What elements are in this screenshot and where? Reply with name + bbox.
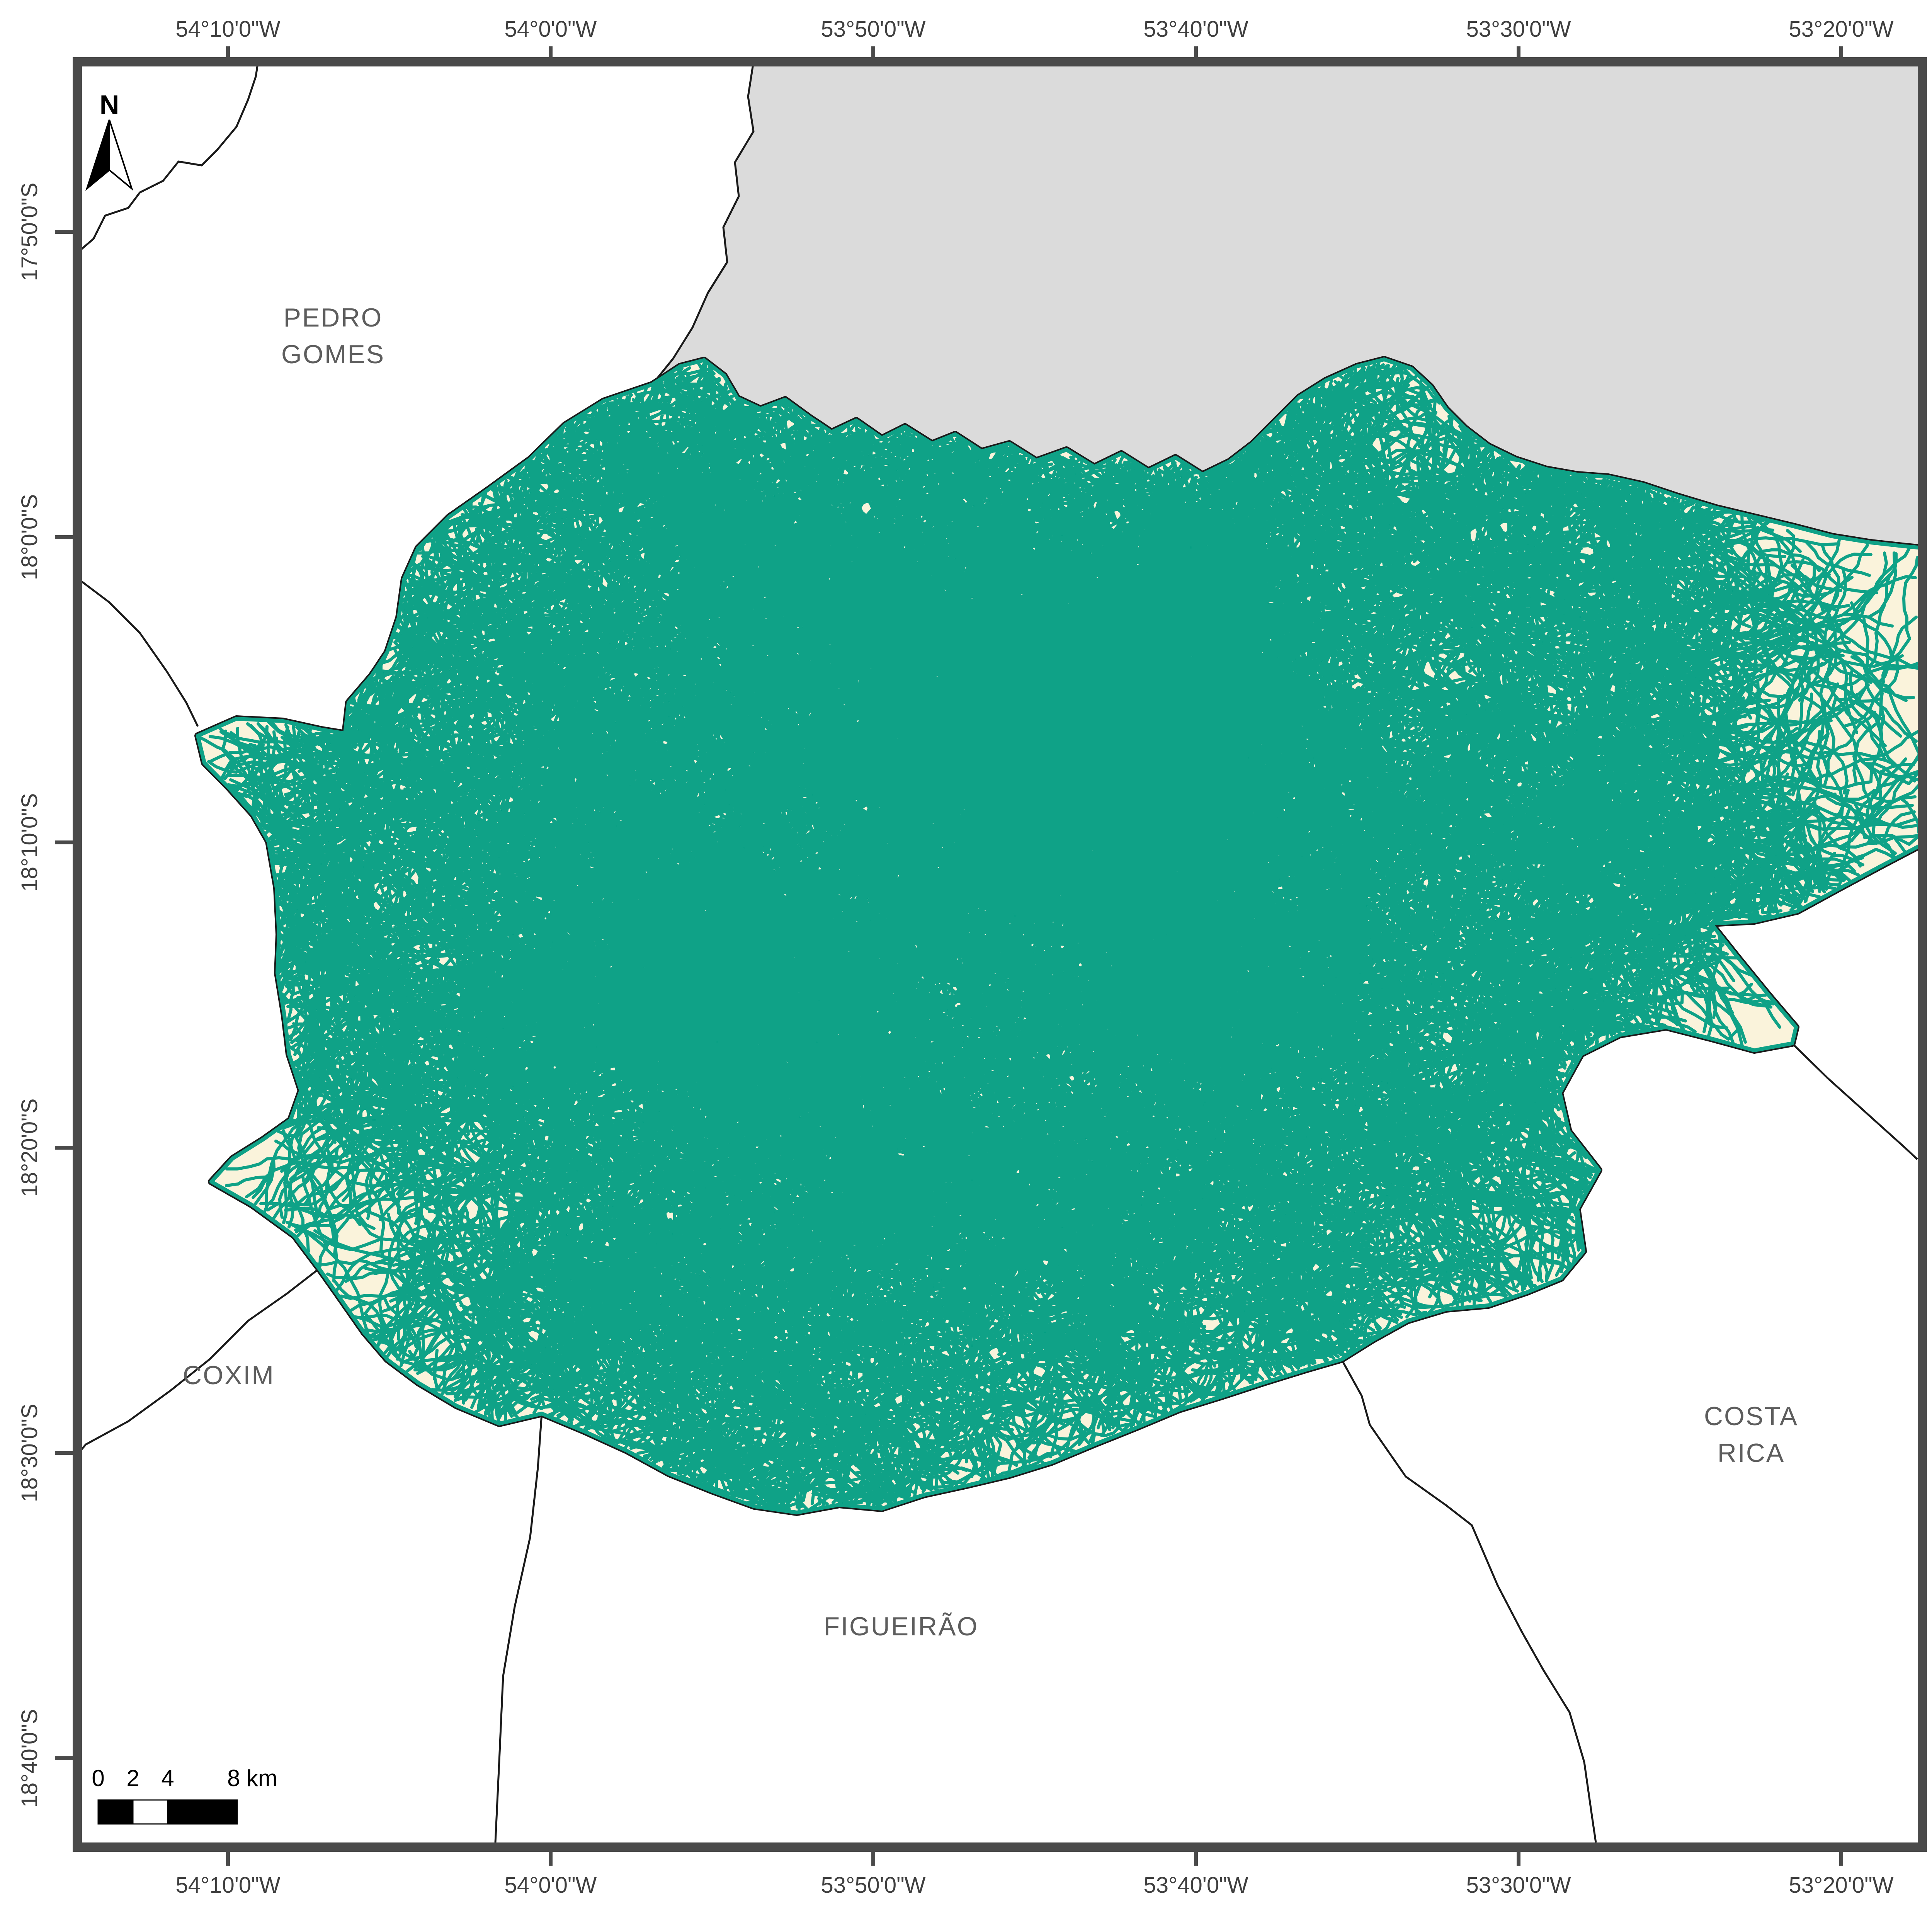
scale-bar-label: 8 km	[227, 1765, 277, 1791]
place-labels: PEDRO GOMES COXIM FIGUEIRÃO COSTA RICA	[183, 303, 1798, 1641]
graticule-label: 54°10'0"W	[176, 1873, 281, 1898]
place-label-figueirao: FIGUEIRÃO	[823, 1612, 978, 1641]
municipal-boundary-lines	[82, 66, 1918, 1842]
scale-bar-label: 4	[161, 1765, 174, 1791]
north-arrow-label: N	[100, 90, 119, 120]
north-arrow: N	[85, 90, 134, 191]
graticule-labels: 54°10'0"W 54°10'0"W 54°0'0"W 54°0'0"W 53°50'…	[17, 17, 1894, 1898]
graticule-label: 53°30'0"W	[1466, 17, 1571, 42]
graticule-label: 53°20'0"W	[1789, 17, 1894, 42]
graticule-label: 17°50'0"S	[17, 183, 42, 281]
graticule-label: 54°0'0"W	[505, 1873, 597, 1898]
scale-bar-label: 2	[126, 1765, 139, 1791]
graticule-label: 53°40'0"W	[1144, 1873, 1248, 1898]
graticule-label: 18°20'0"S	[17, 1099, 42, 1197]
place-label-coxim: COXIM	[183, 1361, 275, 1390]
graticule-label: 54°10'0"W	[176, 17, 281, 42]
place-label-costa-rica: COSTA	[1704, 1402, 1798, 1431]
graticule-label: 18°10'0"S	[17, 793, 42, 892]
graticule-label: 53°50'0"W	[821, 17, 926, 42]
place-label-pedro-gomes: PEDRO	[284, 303, 383, 332]
graticule-label: 53°50'0"W	[821, 1873, 926, 1898]
graticule-label: 53°30'0"W	[1466, 1873, 1571, 1898]
place-label-pedro-gomes: GOMES	[281, 340, 385, 369]
graticule-label: 18°40'0"S	[17, 1709, 42, 1808]
graticule-label: 53°40'0"W	[1144, 17, 1248, 42]
graticule-label: 18°30'0"S	[17, 1404, 42, 1502]
place-label-costa-rica: RICA	[1718, 1438, 1785, 1468]
app-drainage-network	[198, 360, 1918, 1512]
scale-bar-label: 0	[92, 1765, 104, 1791]
graticule-label: 53°20'0"W	[1789, 1873, 1894, 1898]
map-frame	[73, 57, 1927, 1852]
graticule-label: 54°0'0"W	[505, 17, 597, 42]
graticule-label: 18°0'0"S	[17, 494, 42, 580]
